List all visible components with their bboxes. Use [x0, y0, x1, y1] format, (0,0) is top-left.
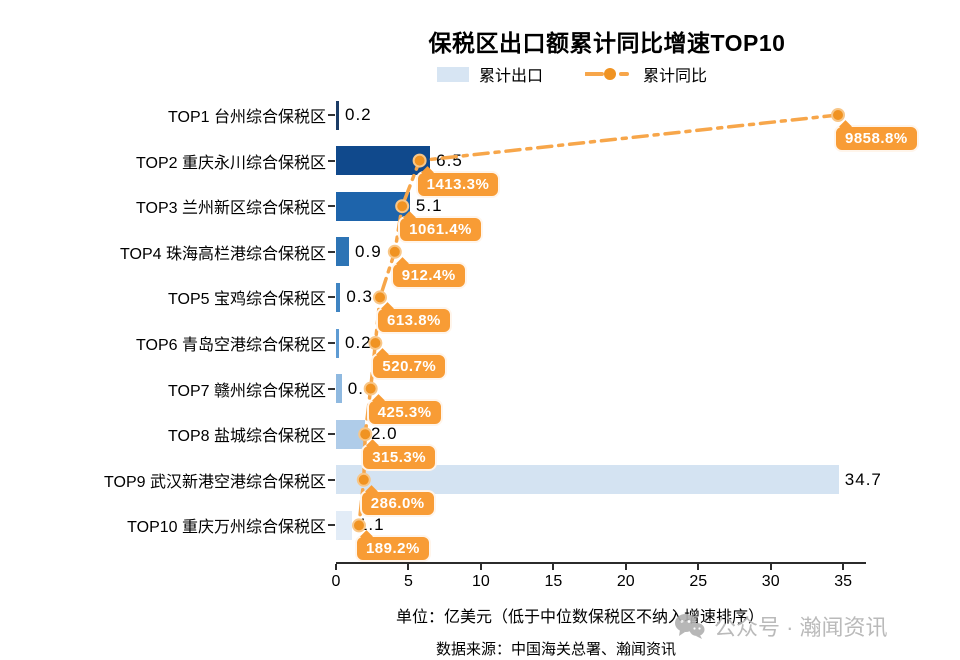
- category-tick: [328, 342, 335, 344]
- category-tick: [328, 524, 335, 527]
- category-tick: [328, 433, 335, 436]
- x-axis-tick: [552, 564, 555, 570]
- category-tick: [328, 478, 335, 481]
- category-label-top5: TOP5 宝鸡综合保税区: [168, 291, 326, 309]
- export-value-top6: 0.2: [345, 333, 372, 352]
- export-bar-top4: [336, 237, 350, 267]
- export-bar-top10: [336, 510, 352, 540]
- category-tick: [328, 114, 335, 116]
- x-axis-tick: [624, 564, 627, 570]
- category-tick: [328, 296, 335, 299]
- category-label-top7: TOP7 赣州综合保税区: [168, 382, 326, 400]
- export-value-top5: 0.3: [346, 287, 373, 307]
- category-label-top8: TOP8 盐城综合保税区: [168, 428, 326, 446]
- legend-bar-label: 累计出口: [479, 68, 544, 85]
- export-bar-top7: [336, 374, 342, 404]
- growth-label-pointer: [381, 302, 394, 316]
- x-axis-tick-label: 10: [471, 573, 490, 590]
- category-label-top2: TOP2 重庆永川综合保税区: [136, 154, 326, 172]
- legend-bar-swatch: [437, 66, 469, 82]
- export-value-top2: 6.5: [436, 150, 463, 170]
- category-label-top10: TOP10 重庆万州综合保税区: [127, 519, 326, 537]
- category-label-top9: TOP9 武汉新港空港综合保税区: [104, 473, 326, 491]
- legend-line-label: 累计同比: [643, 68, 708, 85]
- unit-note: 单位：亿美元（低于中位数保税区不纳入增速排序）: [395, 609, 765, 626]
- x-axis-tick-label: 20: [616, 573, 635, 590]
- export-bar-top1: [336, 100, 339, 130]
- category-tick: [328, 250, 335, 253]
- growth-label-pointer: [395, 256, 409, 270]
- growth-label-top6: 520.7%: [371, 348, 448, 380]
- category-label-top4: TOP4 珠海高栏港综合保税区: [120, 245, 326, 263]
- export-bar-top3: [336, 191, 410, 221]
- export-bar-top5: [336, 282, 341, 312]
- category-label-top6: TOP6 青岛空港综合保税区: [136, 337, 326, 354]
- data-source: 数据来源：中国海关总署、瀚闻资讯: [435, 641, 677, 658]
- x-axis-tick: [842, 564, 845, 570]
- x-axis-tick: [407, 564, 410, 570]
- x-axis-line: [336, 562, 866, 564]
- growth-label-top7: 425.3%: [366, 393, 443, 426]
- export-bar-top2: [336, 146, 431, 176]
- export-value-top9: 34.7: [844, 469, 882, 489]
- x-axis-tick: [769, 564, 772, 570]
- growth-label-pointer: [839, 120, 852, 133]
- category-label-top1: TOP1 台州综合保税区: [168, 109, 326, 126]
- growth-label-top3: 1061.4%: [398, 211, 483, 244]
- export-value-top3: 5.1: [415, 196, 443, 216]
- growth-label-pointer: [376, 348, 390, 361]
- growth-label-top1: 9858.8%: [834, 120, 919, 152]
- x-axis-tick-label: 15: [544, 573, 563, 590]
- growth-label-top9: 286.0%: [359, 484, 436, 517]
- x-axis-tick-label: 25: [689, 573, 708, 590]
- watermark: 公众号 · 瀚闻资讯: [674, 610, 888, 642]
- x-axis-tick: [335, 564, 337, 570]
- x-axis-tick-label: 5: [403, 573, 413, 590]
- export-value-top10: 1.1: [357, 515, 385, 535]
- x-axis-tick: [697, 564, 700, 570]
- chart-title: 保税区出口额累计同比增速TOP10: [428, 30, 786, 56]
- category-tick: [328, 205, 335, 208]
- x-axis-tick: [479, 564, 482, 570]
- export-value-top7: 0.4: [347, 378, 375, 398]
- growth-label-top8: 315.3%: [361, 439, 438, 472]
- category-label-top3: TOP3 兰州新区综合保税区: [136, 200, 326, 218]
- x-axis-tick-label: 0: [331, 573, 341, 590]
- growth-label-top10: 189.2%: [354, 530, 431, 563]
- export-value-top1: 0.2: [345, 105, 372, 124]
- category-tick: [328, 387, 335, 390]
- category-tick: [328, 159, 335, 162]
- export-bar-top8: [336, 419, 365, 449]
- x-axis-tick-label: 30: [761, 573, 780, 590]
- legend: 累计出口 累计同比: [437, 64, 708, 85]
- wechat-icon: [675, 614, 705, 639]
- growth-label-top2: 1413.3%: [415, 165, 501, 198]
- growth-label-top5: 613.8%: [376, 302, 452, 335]
- x-axis-tick-label: 35: [834, 573, 853, 590]
- export-bar-top6: [336, 328, 339, 358]
- export-value-top4: 0.9: [355, 241, 382, 261]
- legend-line-swatch: [585, 68, 630, 80]
- growth-label-top4: 912.4%: [390, 256, 467, 289]
- watermark-text: 公众号 · 瀚闻资讯: [714, 615, 888, 640]
